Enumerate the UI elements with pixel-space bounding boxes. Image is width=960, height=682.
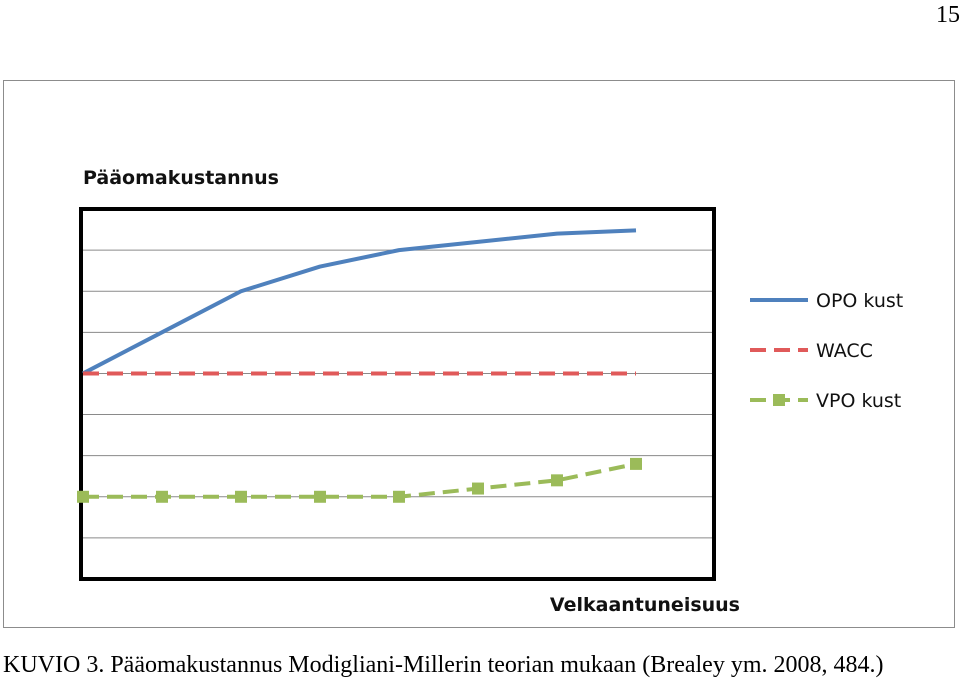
data-point-marker [472,482,484,495]
legend-label: VPO kust [816,390,901,412]
series-layer [77,228,642,503]
plot-area [79,207,716,581]
data-point-marker [551,474,563,487]
figure-frame [3,80,955,628]
chart-title: Pääomakustannus [83,167,279,189]
x-axis-label: Velkaantuneisuus [550,594,740,616]
data-point-marker [156,490,168,503]
legend: OPO kust WACC VPO kust [750,290,903,412]
data-point-marker [393,490,405,503]
page-number: 15 [936,2,960,28]
series-line-opo-kust [82,228,637,376]
data-point-marker [314,490,326,503]
series-line-vpo-kust [83,461,637,499]
data-point-marker [630,457,642,470]
data-point-marker [77,490,89,503]
legend-label: OPO kust [816,290,903,312]
legend-label: WACC [816,340,873,362]
legend-marker [773,394,785,406]
figure-caption: KUVIO 3. Pääomakustannus Modigliani-Mill… [3,652,884,678]
data-point-marker [235,490,247,503]
